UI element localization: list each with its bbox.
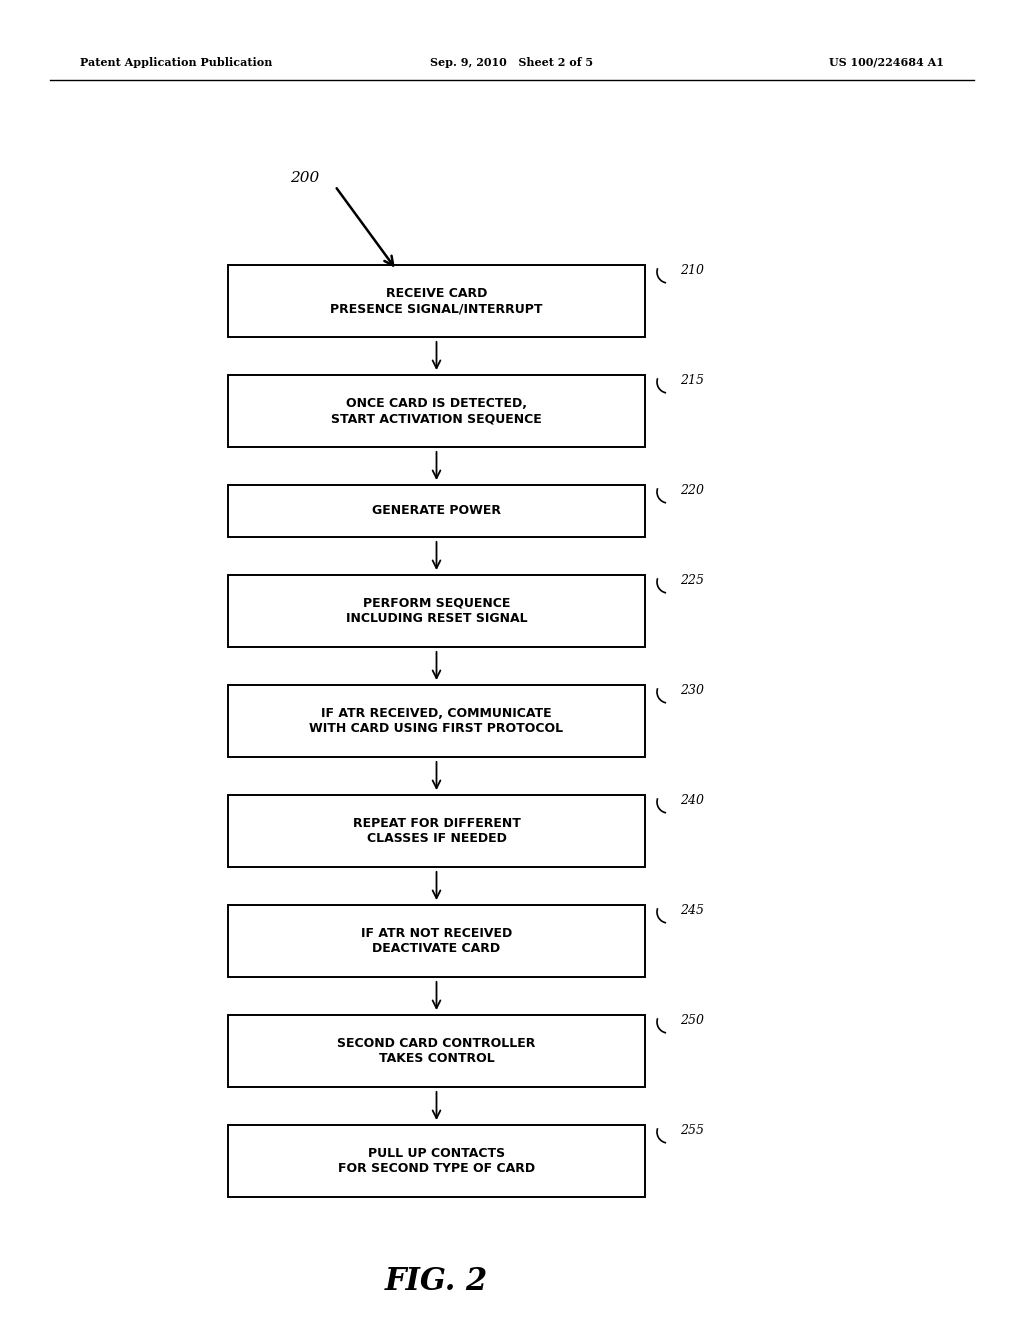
Text: RECEIVE CARD
PRESENCE SIGNAL/INTERRUPT: RECEIVE CARD PRESENCE SIGNAL/INTERRUPT bbox=[331, 286, 543, 315]
Bar bbox=[228, 265, 645, 337]
Text: 215: 215 bbox=[680, 374, 705, 387]
Text: SECOND CARD CONTROLLER
TAKES CONTROL: SECOND CARD CONTROLLER TAKES CONTROL bbox=[337, 1038, 536, 1065]
Bar bbox=[228, 1125, 645, 1197]
Bar bbox=[228, 685, 645, 756]
Text: 200: 200 bbox=[290, 172, 319, 185]
Text: PERFORM SEQUENCE
INCLUDING RESET SIGNAL: PERFORM SEQUENCE INCLUDING RESET SIGNAL bbox=[346, 597, 527, 624]
Text: 230: 230 bbox=[680, 684, 705, 697]
Text: 255: 255 bbox=[680, 1125, 705, 1137]
Text: US 100/224684 A1: US 100/224684 A1 bbox=[829, 57, 944, 67]
Bar bbox=[228, 375, 645, 447]
Text: FIG. 2: FIG. 2 bbox=[385, 1266, 488, 1298]
Bar bbox=[228, 906, 645, 977]
Text: ONCE CARD IS DETECTED,
START ACTIVATION SEQUENCE: ONCE CARD IS DETECTED, START ACTIVATION … bbox=[331, 397, 542, 425]
Text: 240: 240 bbox=[680, 795, 705, 807]
Text: 220: 220 bbox=[680, 484, 705, 498]
Bar bbox=[228, 484, 645, 537]
Bar bbox=[228, 576, 645, 647]
Text: Patent Application Publication: Patent Application Publication bbox=[80, 57, 272, 67]
Text: PULL UP CONTACTS
FOR SECOND TYPE OF CARD: PULL UP CONTACTS FOR SECOND TYPE OF CARD bbox=[338, 1147, 536, 1175]
Bar bbox=[228, 1015, 645, 1086]
Text: 245: 245 bbox=[680, 904, 705, 917]
Text: GENERATE POWER: GENERATE POWER bbox=[372, 504, 501, 517]
Text: 225: 225 bbox=[680, 574, 705, 587]
Text: IF ATR NOT RECEIVED
DEACTIVATE CARD: IF ATR NOT RECEIVED DEACTIVATE CARD bbox=[360, 927, 512, 954]
Text: 250: 250 bbox=[680, 1014, 705, 1027]
Text: REPEAT FOR DIFFERENT
CLASSES IF NEEDED: REPEAT FOR DIFFERENT CLASSES IF NEEDED bbox=[352, 817, 520, 845]
Text: Sep. 9, 2010   Sheet 2 of 5: Sep. 9, 2010 Sheet 2 of 5 bbox=[430, 57, 594, 67]
Text: IF ATR RECEIVED, COMMUNICATE
WITH CARD USING FIRST PROTOCOL: IF ATR RECEIVED, COMMUNICATE WITH CARD U… bbox=[309, 708, 563, 735]
Bar bbox=[228, 795, 645, 867]
Text: 210: 210 bbox=[680, 264, 705, 277]
